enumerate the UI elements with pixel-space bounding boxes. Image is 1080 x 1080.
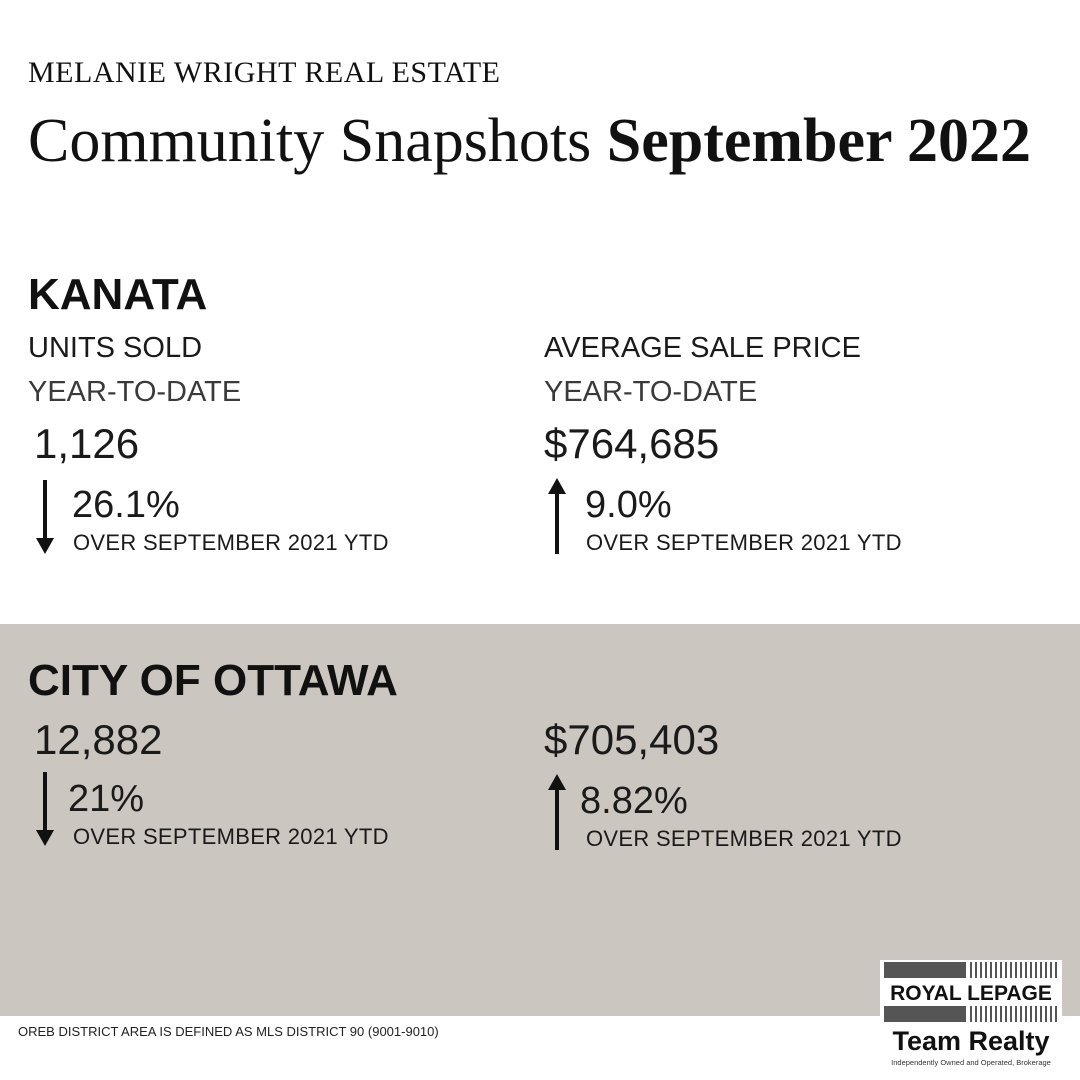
kanata-price-label: AVERAGE SALE PRICE — [544, 332, 861, 364]
logo-team-realty: Team Realty — [892, 1026, 1050, 1056]
ottawa-units-change: 21% — [68, 778, 145, 820]
kanata-price-compare: OVER SEPTEMBER 2021 YTD — [586, 530, 902, 555]
ottawa-units-value: 12,882 — [34, 716, 163, 763]
kanata-price-change: 9.0% — [585, 484, 672, 526]
logo-tagline: Independently Owned and Operated, Broker… — [891, 1058, 1051, 1067]
footnote: OREB DISTRICT AREA IS DEFINED AS MLS DIS… — [18, 1024, 439, 1039]
kanata-price-value: $764,685 — [544, 420, 720, 467]
arrow-down-icon — [36, 480, 54, 554]
kanata-units-sub: YEAR-TO-DATE — [28, 376, 242, 408]
ottawa-units-compare: OVER SEPTEMBER 2021 YTD — [73, 824, 389, 849]
title-bold: September 2022 — [606, 107, 1031, 175]
ottawa-price-compare: OVER SEPTEMBER 2021 YTD — [586, 826, 902, 851]
ottawa-panel — [0, 624, 1080, 1016]
title-regular: Community Snapshots — [28, 107, 592, 175]
arrow-down-icon — [36, 772, 54, 846]
logo-royal-lepage: ROYAL LEPAGE — [890, 982, 1052, 1005]
logo-stripes-bottom — [884, 1006, 1057, 1022]
logo-stripes-top — [884, 962, 1057, 978]
kanata-price-sub: YEAR-TO-DATE — [544, 376, 758, 408]
kanata-units-value: 1,126 — [34, 420, 140, 467]
arrow-up-icon — [548, 774, 566, 850]
kanata-units-compare: OVER SEPTEMBER 2021 YTD — [73, 530, 389, 555]
kanata-units-label: UNITS SOLD — [28, 332, 203, 364]
ottawa-price-value: $705,403 — [544, 716, 720, 763]
arrow-up-icon — [548, 478, 566, 554]
royal-lepage-logo: ROYAL LEPAGE Team Realty Independently O… — [880, 960, 1062, 1072]
page-title: Community Snapshots September 2022 — [28, 106, 1031, 177]
ottawa-price-change: 8.82% — [580, 780, 688, 822]
kanata-units-change: 26.1% — [72, 484, 180, 526]
kanata-heading: KANATA — [28, 270, 208, 319]
brand-name: MELANIE WRIGHT REAL ESTATE — [28, 56, 501, 89]
ottawa-heading: CITY OF OTTAWA — [28, 656, 398, 705]
